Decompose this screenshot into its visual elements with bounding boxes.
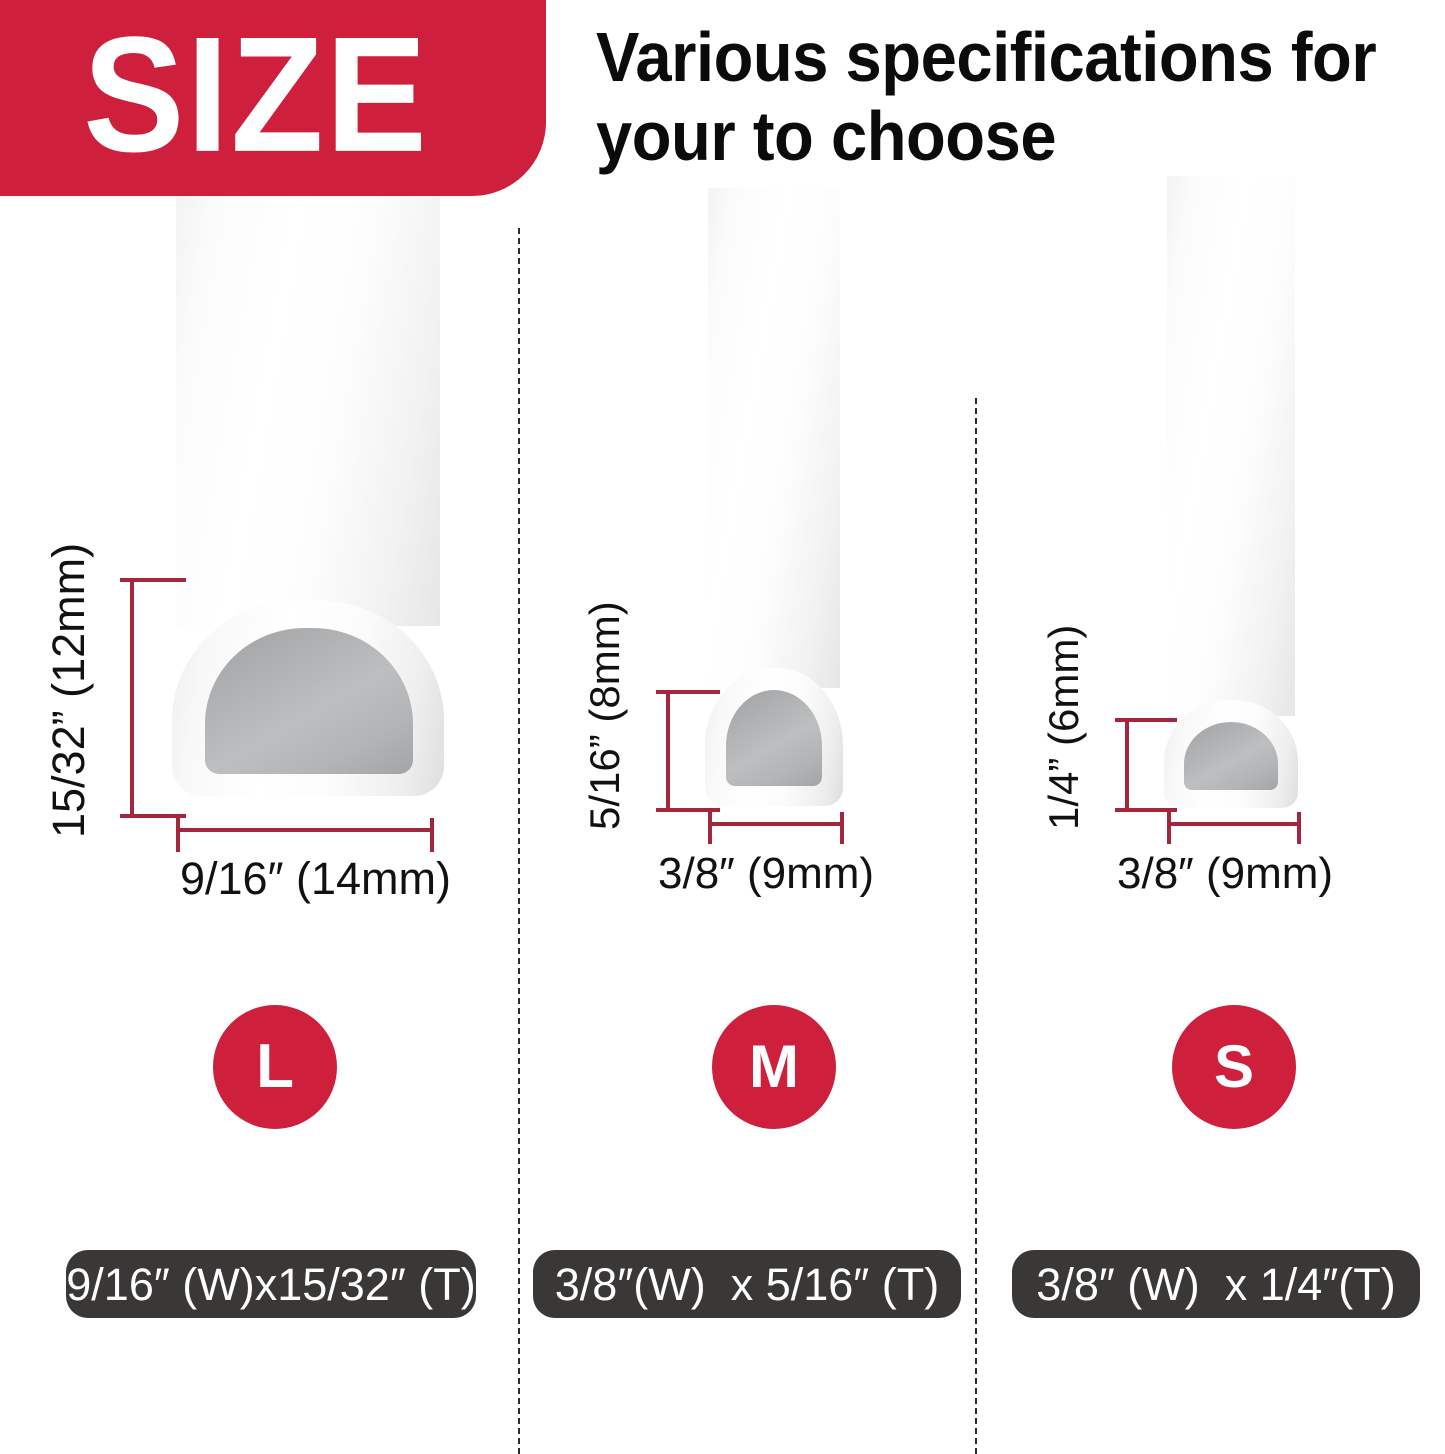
dim-tick-top-s [1115,718,1177,722]
dim-line-horizontal-m [708,822,844,826]
dim-line-vertical-s [1125,718,1129,812]
spec-pill-s: 3/8″ (W) x 1/4″(T) [1012,1250,1420,1318]
strip-body-l [176,196,440,626]
size-circle-s: S [1172,1005,1296,1129]
size-circle-label-l: L [256,1032,294,1101]
dim-tick-left-m [708,812,712,844]
size-badge-banner: SIZE [0,0,546,196]
size-column-s: 1/4” (6mm) 3/8″ (9mm) S 3/8″ (W) x 1/4″(… [977,0,1445,1454]
column-divider-2 [975,398,977,1454]
spec-pill-label-m: 3/8″(W) x 5/16″ (T) [554,1258,940,1310]
size-circle-label-m: M [749,1033,799,1100]
column-divider-1 [518,228,520,1454]
dim-tick-bottom-l [120,814,186,818]
strip-body-m [708,188,840,688]
size-circle-l: L [213,1005,337,1129]
spec-pill-label-l: 9/16″ (W)x15/32″ (T) [66,1258,476,1310]
dim-tick-right-s [1297,812,1301,844]
size-circle-label-s: S [1213,1033,1255,1100]
dim-tick-bottom-s [1115,808,1177,812]
dimension-thickness-label-s: 1/4” (6mm) [1040,624,1087,830]
dimension-width-label-m: 3/8″ (9mm) [658,849,875,898]
dim-line-vertical-m [666,690,670,812]
dim-tick-top-m [656,690,720,694]
dim-tick-right-l [430,818,434,852]
dim-tick-right-m [840,812,844,844]
page-headline: Various specifications for your to choos… [596,18,1377,176]
size-badge-label: SIZE [83,2,429,187]
size-circle-m: M [712,1005,836,1129]
spec-pill-m: 3/8″(W) x 5/16″ (T) [533,1250,961,1318]
dimension-width-label-l: 9/16″ (14mm) [180,853,452,904]
strip-bore-m [726,690,822,786]
dim-tick-left-s [1167,812,1171,844]
spec-pill-label-s: 3/8″ (W) x 1/4″(T) [1036,1258,1396,1310]
strip-body-s [1167,176,1295,716]
size-column-l: 15/32” (12mm) 9/16″ (14mm) L 9/16″ (W)x1… [0,0,518,1454]
dim-line-horizontal-l [176,828,434,832]
dim-tick-bottom-m [656,808,720,812]
spec-pill-l: 9/16″ (W)x15/32″ (T) [66,1250,476,1318]
strip-bore-s [1184,722,1278,790]
dimension-width-label-s: 3/8″ (9mm) [1117,849,1334,898]
size-column-m: 5/16” (8mm) 3/8″ (9mm) M 3/8″(W) x 5/16″… [520,0,975,1454]
strip-bore-l [205,628,413,774]
dim-line-horizontal-s [1167,822,1301,826]
dim-line-vertical-l [130,578,134,818]
dimension-thickness-label-m: 5/16” (8mm) [581,601,628,830]
dimension-thickness-label-l: 15/32” (12mm) [43,542,94,838]
dim-tick-top-l [120,578,186,582]
dim-tick-left-l [176,818,180,852]
